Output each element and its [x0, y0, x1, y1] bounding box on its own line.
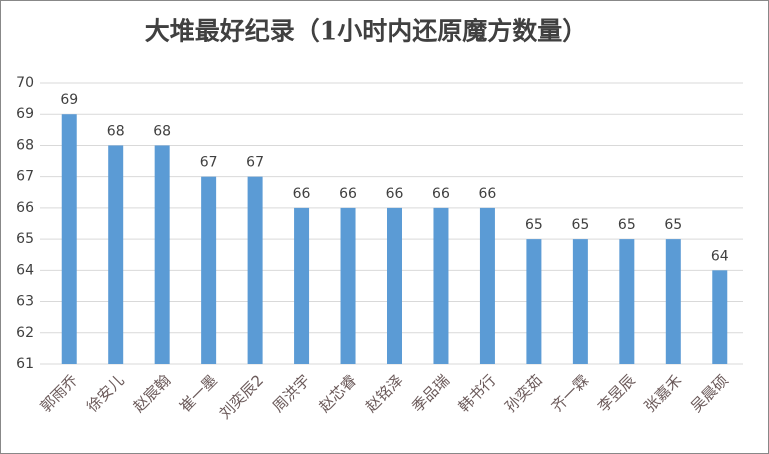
bar: [247, 176, 263, 364]
bar: [201, 176, 217, 364]
data-label: 65: [571, 217, 589, 233]
data-label: 66: [479, 186, 497, 202]
bar: [433, 207, 449, 364]
y-tick-label: 65: [16, 231, 34, 247]
y-tick-label: 66: [16, 200, 34, 216]
y-tick-label: 61: [16, 356, 34, 372]
bar: [479, 207, 495, 364]
data-label: 65: [525, 217, 543, 233]
bar: [665, 239, 681, 364]
data-label: 69: [60, 92, 78, 108]
data-label: 66: [386, 186, 404, 202]
bar: [294, 207, 310, 364]
bar: [619, 239, 635, 364]
bar: [572, 239, 588, 364]
chart-title: 大堆最好纪录（1小时内还原魔方数量）: [145, 17, 587, 46]
data-label: 67: [246, 155, 264, 171]
y-tick-label: 62: [16, 325, 34, 341]
data-label: 65: [664, 217, 682, 233]
y-tick-label: 70: [16, 75, 34, 91]
y-tick-label: 64: [16, 262, 34, 278]
bar: [712, 270, 728, 364]
data-label: 68: [107, 123, 125, 139]
bar: [108, 145, 124, 364]
y-tick-label: 69: [16, 106, 34, 122]
data-label: 66: [339, 186, 357, 202]
data-label: 66: [432, 186, 450, 202]
data-label: 67: [200, 155, 218, 171]
bar: [340, 207, 356, 364]
y-tick-label: 63: [16, 294, 34, 310]
bar: [61, 114, 77, 364]
y-tick-label: 68: [16, 137, 34, 153]
bar: [526, 239, 542, 364]
y-tick-label: 67: [16, 169, 34, 185]
bar: [154, 145, 170, 364]
data-label: 64: [711, 248, 729, 264]
bar: [387, 207, 402, 364]
data-label: 65: [618, 217, 636, 233]
data-label: 68: [153, 123, 171, 139]
data-label: 66: [293, 186, 311, 202]
